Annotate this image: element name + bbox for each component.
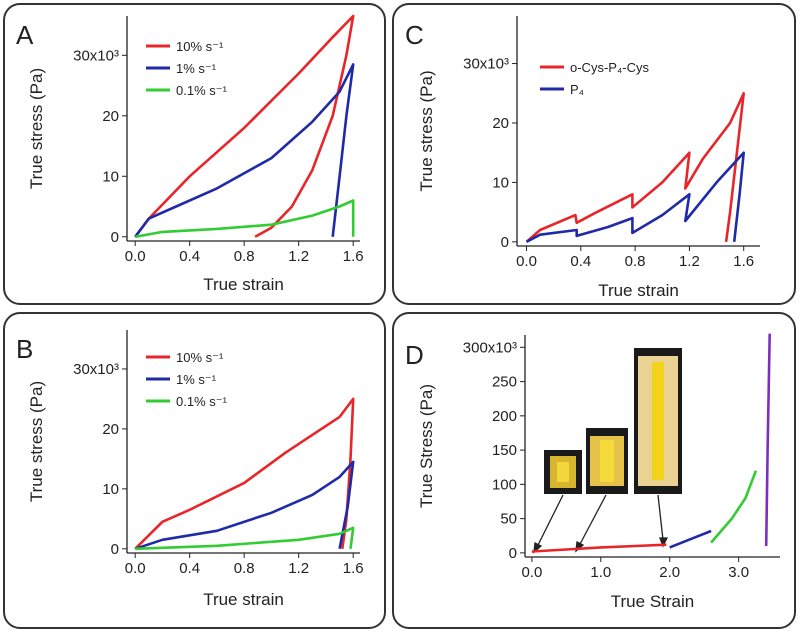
x-tick-label: 0.8 — [234, 248, 255, 265]
x-tick-label: 0.4 — [570, 253, 591, 270]
y-tick-label: 30x10³ — [463, 56, 509, 73]
panel-frame — [3, 3, 386, 305]
data-line — [525, 92, 746, 243]
x-tick-label: 1.6 — [733, 253, 754, 270]
x-tick-label: 0.4 — [179, 248, 200, 265]
x-axis-label: True strain — [598, 281, 679, 300]
x-tick-label: 0.0 — [125, 248, 146, 265]
data-line — [525, 151, 746, 243]
legend-label: 10% s⁻¹ — [176, 350, 224, 365]
x-tick-label: 1.6 — [343, 248, 364, 265]
x-tick-label: 0.0 — [516, 253, 537, 270]
data-line — [134, 199, 355, 239]
x-tick-label: 1.2 — [679, 253, 700, 270]
x-tick-label: 1.6 — [343, 560, 364, 577]
y-tick-label: 10 — [102, 481, 119, 498]
data-line — [710, 470, 758, 544]
y-tick-label: 200 — [492, 408, 517, 425]
x-axis-label: True Strain — [611, 592, 694, 611]
panel-label: A — [16, 20, 34, 50]
legend-label: 10% s⁻¹ — [176, 39, 224, 54]
y-tick-label: 0 — [111, 541, 119, 558]
legend-label: 1% s⁻¹ — [176, 372, 217, 387]
x-tick-label: 1.2 — [288, 248, 309, 265]
panel-label: D — [405, 340, 424, 370]
y-tick-label: 0 — [111, 229, 119, 246]
x-tick-label: 2.0 — [659, 564, 680, 581]
data-line — [134, 63, 355, 238]
legend-label: P₄ — [570, 82, 584, 97]
x-axis-label: True strain — [203, 275, 284, 294]
y-tick-label: 20 — [102, 108, 119, 125]
legend-label: 0.1% s⁻¹ — [176, 394, 228, 409]
legend-label: 0.1% s⁻¹ — [176, 83, 228, 98]
data-line — [764, 333, 771, 547]
data-line — [669, 529, 712, 549]
x-axis-label: True strain — [203, 590, 284, 609]
y-axis-label: True stress (Pa) — [417, 70, 436, 191]
y-tick-label: 10 — [492, 174, 509, 191]
y-tick-label: 20 — [102, 421, 119, 438]
y-tick-label: 150 — [492, 442, 517, 459]
data-line — [134, 397, 355, 550]
panel-frame — [392, 3, 796, 305]
panel-frame — [3, 312, 386, 629]
legend-label: 1% s⁻¹ — [176, 61, 217, 76]
x-tick-label: 0.4 — [179, 560, 200, 577]
data-line — [134, 460, 355, 551]
data-line — [531, 543, 667, 553]
y-axis-label: True stress (Pa) — [27, 68, 46, 189]
y-tick-label: 30x10³ — [73, 361, 119, 378]
x-tick-label: 0.0 — [125, 560, 146, 577]
y-tick-label: 20 — [492, 115, 509, 132]
y-axis-label: True Stress (Pa) — [417, 384, 436, 508]
x-tick-label: 1.0 — [590, 564, 611, 581]
panel-label: B — [16, 334, 33, 364]
data-line — [135, 526, 355, 551]
panel-label: C — [405, 20, 424, 50]
y-tick-label: 0 — [509, 545, 517, 562]
y-tick-label: 100 — [492, 476, 517, 493]
x-tick-label: 1.2 — [288, 560, 309, 577]
legend-label: o-Cys-P₄-Cys — [570, 60, 649, 75]
y-axis-label: True stress (Pa) — [27, 381, 46, 502]
y-tick-label: 0 — [501, 234, 509, 251]
inset-photos — [533, 348, 682, 554]
panel-frame — [392, 312, 796, 629]
x-tick-label: 3.0 — [728, 564, 749, 581]
x-tick-label: 0.8 — [234, 560, 255, 577]
data-line — [134, 14, 355, 238]
x-tick-label: 0.0 — [521, 564, 542, 581]
y-tick-label: 30x10³ — [73, 47, 119, 64]
y-tick-label: 50 — [500, 511, 517, 528]
y-tick-label: 250 — [492, 374, 517, 391]
y-tick-label: 300x10³ — [463, 339, 517, 356]
x-tick-label: 0.8 — [625, 253, 646, 270]
y-tick-label: 10 — [102, 168, 119, 185]
